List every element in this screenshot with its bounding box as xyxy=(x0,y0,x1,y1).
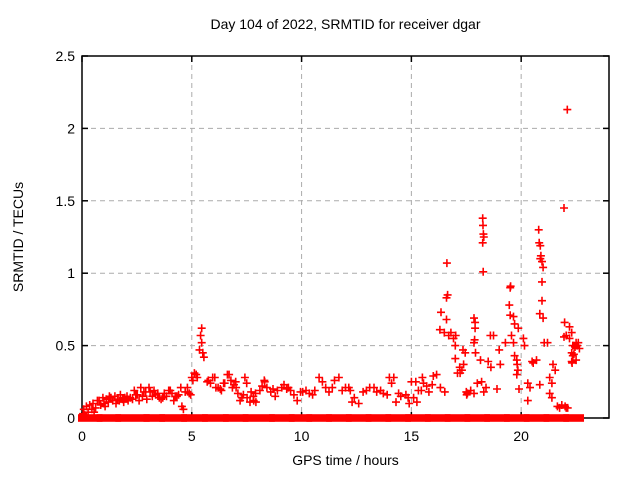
svg-text:0.5: 0.5 xyxy=(56,338,76,354)
svg-text:1: 1 xyxy=(67,265,75,281)
gridlines xyxy=(82,56,609,418)
scatter-points xyxy=(79,105,584,420)
svg-text:10: 10 xyxy=(294,428,310,444)
chart-title: Day 104 of 2022, SRMTID for receiver dga… xyxy=(210,16,481,32)
y-tick-labels: 0 0.5 1 1.5 2 2.5 xyxy=(56,48,76,426)
svg-text:1.5: 1.5 xyxy=(56,193,76,209)
x-tick-labels: 0 5 10 15 20 xyxy=(78,428,529,444)
svg-text:15: 15 xyxy=(404,428,420,444)
x-axis-label: GPS time / hours xyxy=(292,452,399,468)
svg-text:20: 20 xyxy=(513,428,529,444)
zero-band xyxy=(78,414,585,422)
svg-text:0: 0 xyxy=(78,428,86,444)
svg-text:5: 5 xyxy=(188,428,196,444)
svg-text:2: 2 xyxy=(67,120,75,136)
svg-text:0: 0 xyxy=(67,410,75,426)
svg-text:2.5: 2.5 xyxy=(56,48,76,64)
